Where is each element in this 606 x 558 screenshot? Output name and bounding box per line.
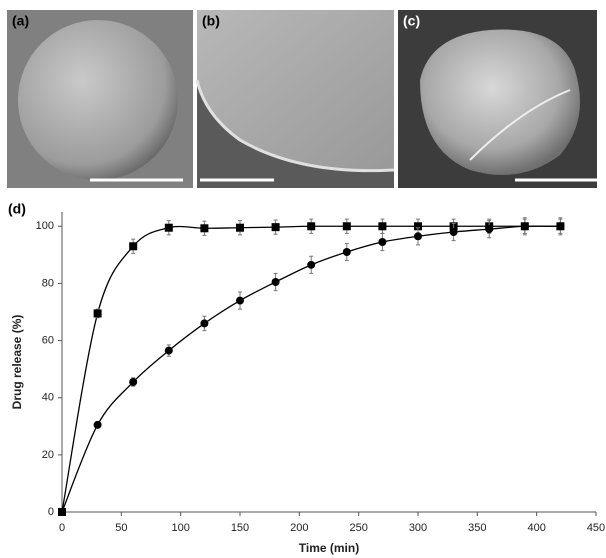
panel-label: (c)	[403, 13, 420, 29]
data-point	[378, 238, 386, 246]
data-point	[129, 378, 137, 386]
data-point	[236, 297, 244, 305]
data-point	[450, 228, 458, 236]
panel-label: (d)	[8, 201, 26, 217]
sem-image-a: (a)	[7, 10, 193, 188]
data-point	[94, 309, 102, 317]
data-point	[343, 222, 351, 230]
x-tick-label: 0	[59, 522, 65, 534]
x-tick-label: 300	[409, 522, 427, 534]
y-tick-label: 40	[42, 392, 54, 404]
data-point	[200, 224, 208, 232]
sem-image-b: (b)	[197, 10, 394, 188]
figure: (a) (b) (c) (d) Time (min) Drug release …	[0, 0, 606, 558]
y-tick-label: 60	[42, 334, 54, 346]
y-tick-label: 20	[42, 449, 54, 461]
sem-image-c: (c)	[398, 10, 605, 188]
x-tick-label: 150	[231, 522, 249, 534]
data-point	[378, 222, 386, 230]
y-tick-label: 100	[36, 220, 54, 232]
data-point	[272, 278, 280, 286]
data-point	[94, 421, 102, 429]
x-tick-label: 450	[587, 522, 605, 534]
data-point	[129, 242, 137, 250]
x-tick-label: 400	[527, 522, 545, 534]
data-point	[236, 224, 244, 232]
data-point	[343, 248, 351, 256]
x-tick-label: 250	[349, 522, 367, 534]
panel-label: (b)	[202, 13, 220, 29]
data-point	[521, 222, 529, 230]
y-tick-label: 0	[48, 506, 54, 518]
data-point	[485, 225, 493, 233]
y-axis-title: Drug release (%)	[10, 315, 24, 410]
x-tick-label: 50	[115, 522, 127, 534]
data-point	[272, 223, 280, 231]
x-axis-title: Time (min)	[299, 541, 359, 555]
data-point	[165, 347, 173, 355]
y-tick-label: 80	[42, 277, 54, 289]
panel-label: (a)	[12, 13, 29, 29]
data-point	[307, 261, 315, 269]
x-tick-label: 100	[171, 522, 189, 534]
data-point	[165, 224, 173, 232]
data-point	[200, 319, 208, 327]
data-point	[556, 222, 564, 230]
x-tick-label: 350	[468, 522, 486, 534]
data-point	[414, 232, 422, 240]
x-tick-label: 200	[290, 522, 308, 534]
data-point	[307, 222, 315, 230]
data-point	[58, 508, 66, 516]
